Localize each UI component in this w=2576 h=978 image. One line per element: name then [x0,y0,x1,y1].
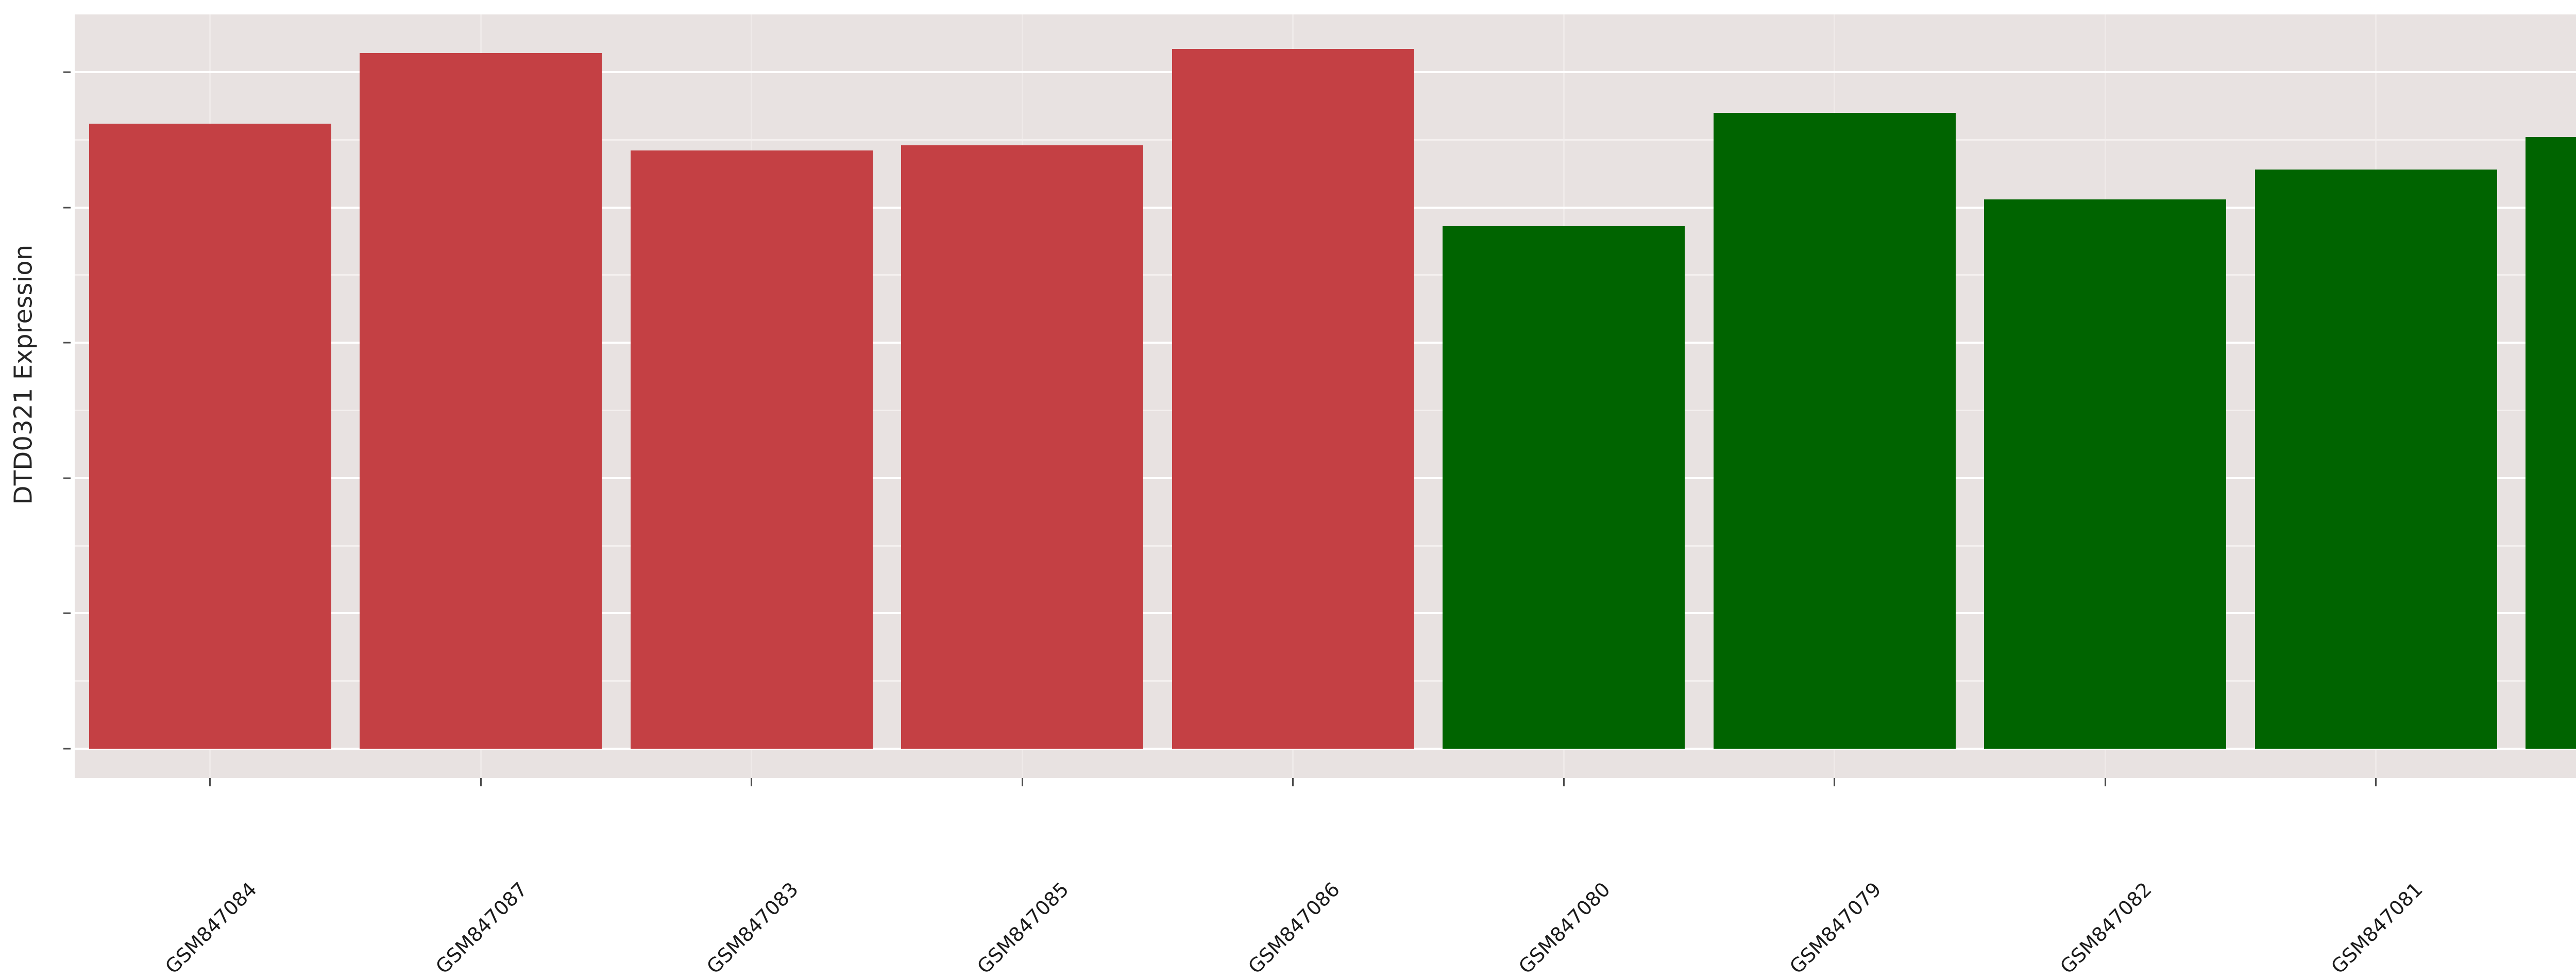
x-axis-tick-label-text: GSM847084 [160,878,261,978]
bar [360,53,602,749]
y-axis-label-container: DTD0321 Expression [0,0,46,749]
bar [1443,226,1685,749]
y-axis-tick-mark [63,207,71,209]
x-axis-tick-mark [209,778,211,786]
x-axis-tick-label-text: GSM847085 [973,878,1074,978]
bar [2255,170,2497,749]
x-axis-tick-label: GSM847083 [702,794,887,978]
plot-panel [75,14,2576,778]
x-axis-tick-mark [2375,778,2377,786]
gridline-major [75,748,2576,750]
bar [1172,49,1414,749]
y-axis-tick-mark [63,342,71,344]
x-axis-tick-label-text: GSM847087 [431,878,532,978]
bar [901,145,1144,749]
x-axis-tick-mark [1292,778,1294,786]
x-axis-tick-label: GSM847080 [1514,794,1699,978]
x-axis-tick-label-text: GSM847086 [1243,878,1344,978]
x-axis-tick-label: GSM847084 [161,794,346,978]
y-axis-tick-mark [63,612,71,614]
y-axis-tick-mark [63,71,71,73]
x-axis-tick-label-text: GSM847079 [1785,878,1886,978]
bar [1984,199,2227,749]
x-axis-tick-mark [2104,778,2106,786]
x-axis-tick-mark [751,778,753,786]
bar [89,123,331,749]
x-axis-tick-label: GSM847087 [431,794,616,978]
x-axis-tick-label: GSM847085 [973,794,1158,978]
x-axis-tick-mark [1563,778,1565,786]
x-axis-tick-label: GSM847079 [1785,794,1970,978]
bar-series [75,14,2576,778]
x-axis-tick-label-text: GSM847082 [2056,878,2157,978]
x-axis-tick-label-text: GSM847083 [702,878,803,978]
x-axis-tick-mark [480,778,482,786]
bar [1713,112,1956,749]
bar [630,150,873,749]
x-axis-tick-label-text: GSM847080 [1514,878,1615,978]
y-axis-tick-mark [63,748,71,750]
y-axis-tick-mark [63,477,71,479]
x-axis-tick-label: GSM847086 [1244,794,1429,978]
x-axis-tick-mark [1834,778,1836,786]
x-axis-tick-mark [1021,778,1023,786]
y-axis-label: DTD0321 Expression [9,244,38,504]
bar [2526,137,2576,749]
x-axis-tick-label: GSM847081 [2327,794,2512,978]
x-axis-tick-label-text: GSM847081 [2326,878,2427,978]
x-axis-tick-label: GSM847082 [2056,794,2241,978]
